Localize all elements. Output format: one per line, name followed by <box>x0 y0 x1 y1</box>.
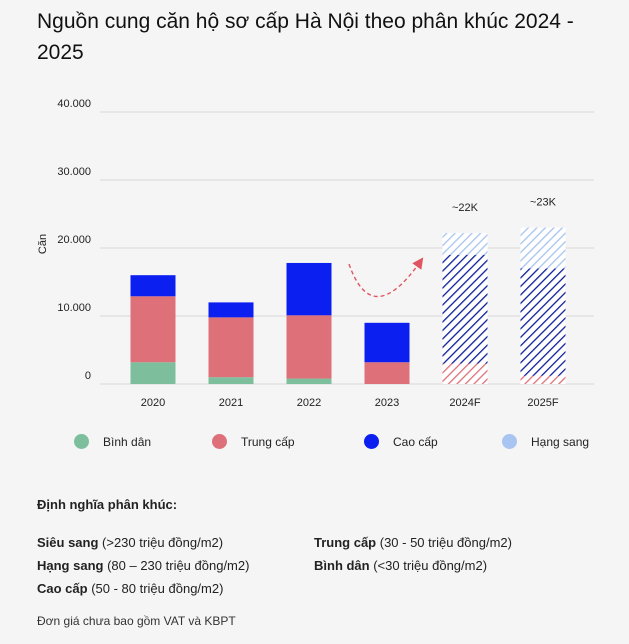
segment-definitions: Định nghĩa phân khúc: Siêu sang (>230 tr… <box>37 497 617 596</box>
bar-segment <box>130 296 176 363</box>
legend-swatch <box>364 434 379 449</box>
definition-range: (>230 triệu đồng/m2) <box>98 535 224 550</box>
bar-total-label: ~22K <box>452 202 479 214</box>
definition-name: Hạng sang <box>37 558 104 573</box>
definitions-heading: Định nghĩa phân khúc: <box>37 497 178 512</box>
legend-label: Bình dân <box>103 434 152 449</box>
y-axis-label: Căn <box>37 234 49 254</box>
legend: Bình dân Trung cấp Cao cấp Hạng sang <box>0 434 629 454</box>
definition-range: (30 - 50 triệu đồng/m2) <box>376 535 512 550</box>
definition-range: (<30 triệu đồng/m2) <box>369 558 488 573</box>
definition-name: Cao cấp <box>37 581 88 596</box>
y-tick-label: 10.000 <box>57 302 91 314</box>
footnote: Đơn giá chưa bao gồm VAT và KBPT <box>37 614 236 628</box>
bar-segment <box>130 275 176 297</box>
definition-item: Cao cấp (50 - 80 triệu đồng/m2) <box>37 581 223 596</box>
bar-segment <box>442 363 488 384</box>
definition-name: Siêu sang <box>37 535 99 550</box>
chart-title: Nguồn cung căn hộ sơ cấp Hà Nội theo phâ… <box>37 10 574 64</box>
legend-label: Hạng sang <box>531 434 590 449</box>
x-tick-label: 2025F <box>527 397 558 409</box>
bar-segment <box>520 227 566 269</box>
legend-item: Bình dân <box>74 434 151 449</box>
legend-item: Hạng sang <box>502 434 589 449</box>
definition-range: (50 - 80 triệu đồng/m2) <box>87 581 224 596</box>
bar-segment <box>442 254 488 364</box>
bar-segment <box>130 362 176 384</box>
bar-segment <box>208 302 254 318</box>
bar-segment <box>364 362 410 384</box>
y-tick-label: 20.000 <box>57 234 91 246</box>
y-tick-label: 0 <box>85 370 91 382</box>
bar-segment <box>442 233 488 255</box>
bar-segment <box>520 268 566 376</box>
definition-name: Trung cấp <box>314 535 377 550</box>
legend-label: Cao cấp <box>393 434 438 449</box>
x-tick-label: 2022 <box>297 397 321 409</box>
x-tick-label: 2023 <box>375 397 399 409</box>
x-tick-label: 2020 <box>141 397 165 409</box>
definition-item: Trung cấp (30 - 50 triệu đồng/m2) <box>314 535 512 550</box>
definition-item: Siêu sang (>230 triệu đồng/m2) <box>37 535 223 550</box>
bar-segment <box>286 315 332 379</box>
x-tick-label: 2021 <box>219 397 243 409</box>
bar-segment <box>208 317 254 378</box>
trend-arrow <box>348 257 424 298</box>
legend-label: Trung cấp <box>241 434 295 449</box>
definition-item: Hạng sang (80 – 230 triệu đồng/m2) <box>37 558 249 573</box>
legend-swatch <box>212 434 227 449</box>
definition-item: Bình dân (<30 triệu đồng/m2) <box>314 558 487 573</box>
definition-range: (80 – 230 triệu đồng/m2) <box>103 558 250 573</box>
bar-segment <box>286 378 332 384</box>
bar-segment <box>286 262 332 316</box>
stacked-bar-chart: 0 10.000 20.000 30.000 40.000 ~22K ~23K 2020 2… <box>37 98 594 409</box>
legend-item: Trung cấp <box>212 434 295 449</box>
legend-item: Cao cấp <box>364 434 438 449</box>
bar-segment <box>208 377 254 384</box>
definition-name: Bình dân <box>314 558 370 573</box>
bar-segment <box>364 322 410 363</box>
bar-total-label: ~23K <box>530 197 557 209</box>
legend-swatch <box>502 434 517 449</box>
y-tick-label: 40.000 <box>57 98 91 110</box>
legend-swatch <box>74 434 89 449</box>
y-tick-label: 30.000 <box>57 166 91 178</box>
bar-segment <box>520 375 566 384</box>
x-tick-label: 2024F <box>449 397 480 409</box>
